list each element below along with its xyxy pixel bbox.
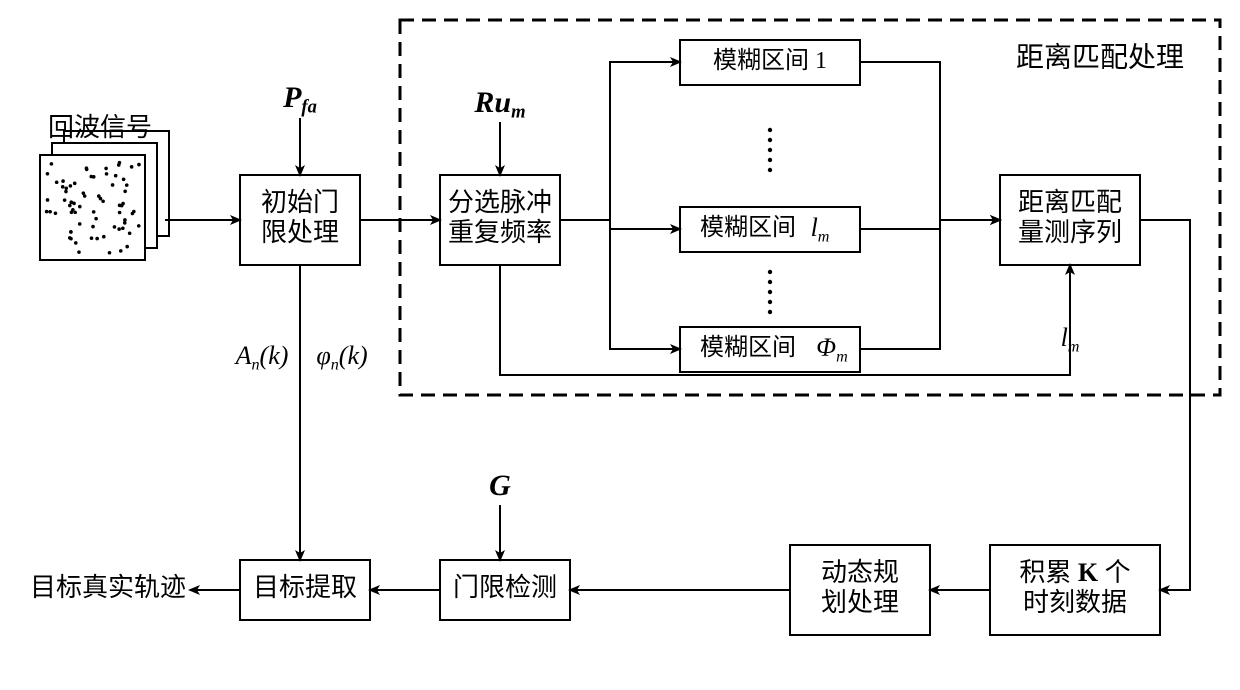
- svg-text:动态规: 动态规: [821, 558, 899, 587]
- svg-text:积累 K 个: 积累 K 个: [1019, 558, 1130, 587]
- pfa-label: Pfa: [282, 81, 317, 118]
- box-accum_k: 积累 K 个时刻数据: [990, 545, 1160, 635]
- svg-text:模糊区间: 模糊区间: [700, 214, 796, 241]
- phin-label: φn(k): [316, 341, 367, 373]
- arrow-sort-to-fuzzyphi: [560, 220, 680, 349]
- svg-text:An(k): An(k): [234, 341, 289, 373]
- svg-text:距离匹配: 距离匹配: [1018, 188, 1122, 217]
- svg-text:限处理: 限处理: [261, 218, 339, 247]
- arrow-fuzzyphi-to-match: [860, 220, 1000, 349]
- ellipsis-1: [768, 270, 772, 314]
- svg-text:初始门: 初始门: [261, 188, 339, 217]
- arrow-fuzzy1-to-match: [860, 62, 1000, 220]
- final-label: 目标真实轨迹: [30, 573, 186, 602]
- arrow-match-to-accum: [1140, 220, 1190, 590]
- svg-text:划处理: 划处理: [821, 588, 899, 617]
- svg-text:时刻数据: 时刻数据: [1023, 588, 1127, 617]
- svg-text:目标提取: 目标提取: [253, 573, 357, 602]
- svg-text:门限检测: 门限检测: [453, 573, 557, 602]
- arrow-sort-to-fuzzy1: [560, 62, 680, 220]
- svg-text:模糊区间 1: 模糊区间 1: [713, 47, 827, 74]
- an-label: An(k): [234, 341, 289, 373]
- svg-text:重复频率: 重复频率: [448, 218, 552, 247]
- region-label: 距离匹配处理: [1016, 41, 1184, 73]
- ellipsis-0: [768, 128, 772, 172]
- echo-signal-icon: [40, 131, 169, 260]
- arrow-fuzzyl-to-match: [860, 220, 1000, 229]
- diagram-canvas: 距离匹配处理回波信号PfaRumAn(k)φn(k)lmG目标真实轨迹初始门限处…: [0, 0, 1240, 690]
- svg-text:分选脉冲: 分选脉冲: [448, 188, 552, 217]
- svg-text:量测序列: 量测序列: [1018, 218, 1122, 247]
- arrow-sort-to-fuzzyl: [560, 220, 680, 229]
- g-label: G: [489, 469, 511, 502]
- svg-text:Pfa: Pfa: [282, 81, 317, 118]
- rum-label: Rum: [473, 86, 525, 123]
- svg-text:φn(k): φn(k): [316, 341, 367, 373]
- svg-text:模糊区间: 模糊区间: [700, 334, 796, 361]
- svg-text:Rum: Rum: [473, 86, 525, 123]
- echo-label: 回波信号: [48, 113, 152, 142]
